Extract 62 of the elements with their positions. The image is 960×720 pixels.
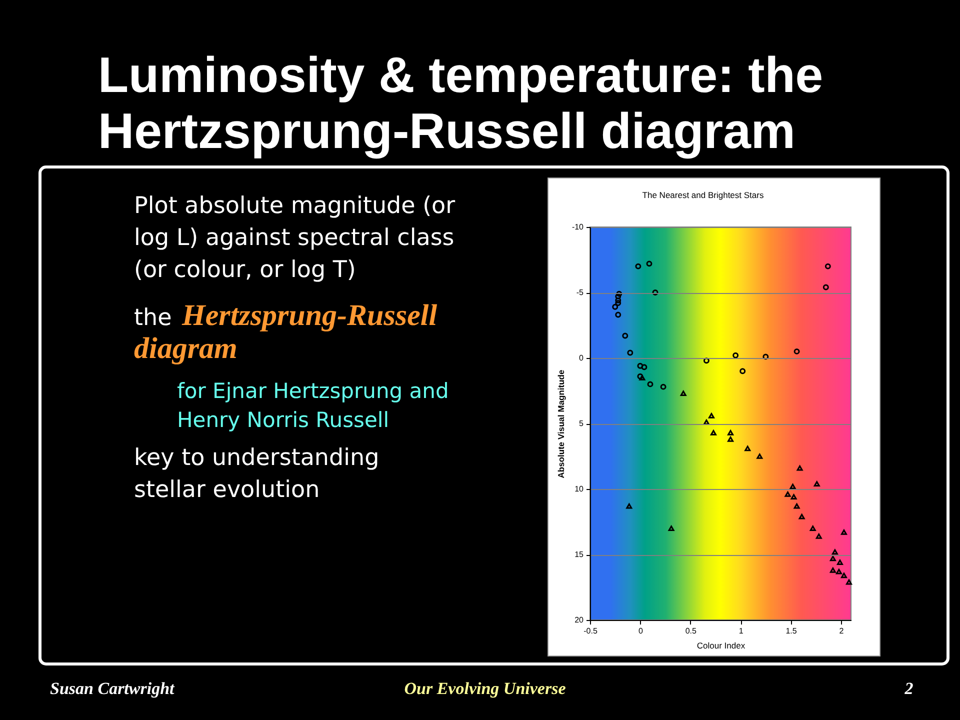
point [816, 533, 822, 539]
point [703, 358, 710, 364]
text: 2 [904, 679, 914, 698]
y-tick-label: 15 [574, 550, 584, 559]
point [615, 300, 622, 306]
text: Luminosity & temperature: the Hertzsprung-Russell diagram [98, 47, 824, 159]
point [762, 354, 769, 360]
chart-title: The Nearest and Brightest Stars [642, 190, 764, 200]
point [639, 374, 646, 380]
point [652, 290, 658, 296]
y-tick-label: -5 [576, 288, 584, 297]
point [646, 260, 652, 267]
y-tick-label: 5 [579, 419, 584, 428]
point [824, 263, 831, 270]
x-tick-label: 2 [839, 626, 844, 636]
point [637, 373, 644, 380]
point [615, 312, 622, 318]
x-tick-label: 1.5 [786, 626, 798, 636]
point [612, 304, 618, 310]
point [626, 503, 632, 509]
text: the Hertzsprung-Russell diagram [134, 299, 438, 365]
point [794, 503, 800, 509]
point [796, 465, 803, 471]
point [832, 549, 838, 555]
y-tick-label: -10 [572, 222, 584, 232]
point [660, 384, 666, 390]
text: Plot absolute magnitude (or log L) against spectral class (or colour, or log T) [134, 193, 456, 283]
point [615, 297, 622, 304]
point [708, 412, 714, 418]
x-axis-title: Colour Index [696, 640, 746, 650]
point [641, 364, 648, 370]
point [794, 348, 800, 354]
x-tick-label: 1 [738, 626, 744, 636]
text: Our Evolving Universe [404, 679, 566, 698]
point [798, 514, 805, 520]
text: Susan Cartwright [50, 679, 176, 698]
point [790, 484, 796, 490]
point [830, 556, 836, 562]
text: for Ejnar Hertzsprung and Henry Norris Russell [177, 379, 449, 432]
point [616, 290, 622, 297]
y-tick-label: 0 [579, 354, 584, 362]
x-tick-label: 0 [638, 626, 644, 636]
point [647, 381, 654, 388]
point [840, 572, 847, 578]
point [627, 350, 634, 356]
x-tick-label: -0.5 [584, 626, 598, 636]
point [732, 352, 739, 358]
point [740, 368, 746, 374]
y-axis-title: Absolute Visual Magnitude [556, 369, 566, 478]
point [637, 362, 644, 369]
x-tick-label: 0.5 [685, 626, 697, 636]
y-tick-label: 10 [574, 484, 584, 494]
point [728, 430, 734, 436]
text: key to understanding stellar evolution [134, 445, 380, 503]
point [710, 430, 716, 436]
point [822, 284, 829, 290]
point [836, 568, 842, 574]
y-tick-label: 20 [574, 616, 584, 624]
point [622, 332, 628, 339]
point [635, 263, 642, 270]
point [846, 579, 852, 585]
point [744, 446, 751, 452]
